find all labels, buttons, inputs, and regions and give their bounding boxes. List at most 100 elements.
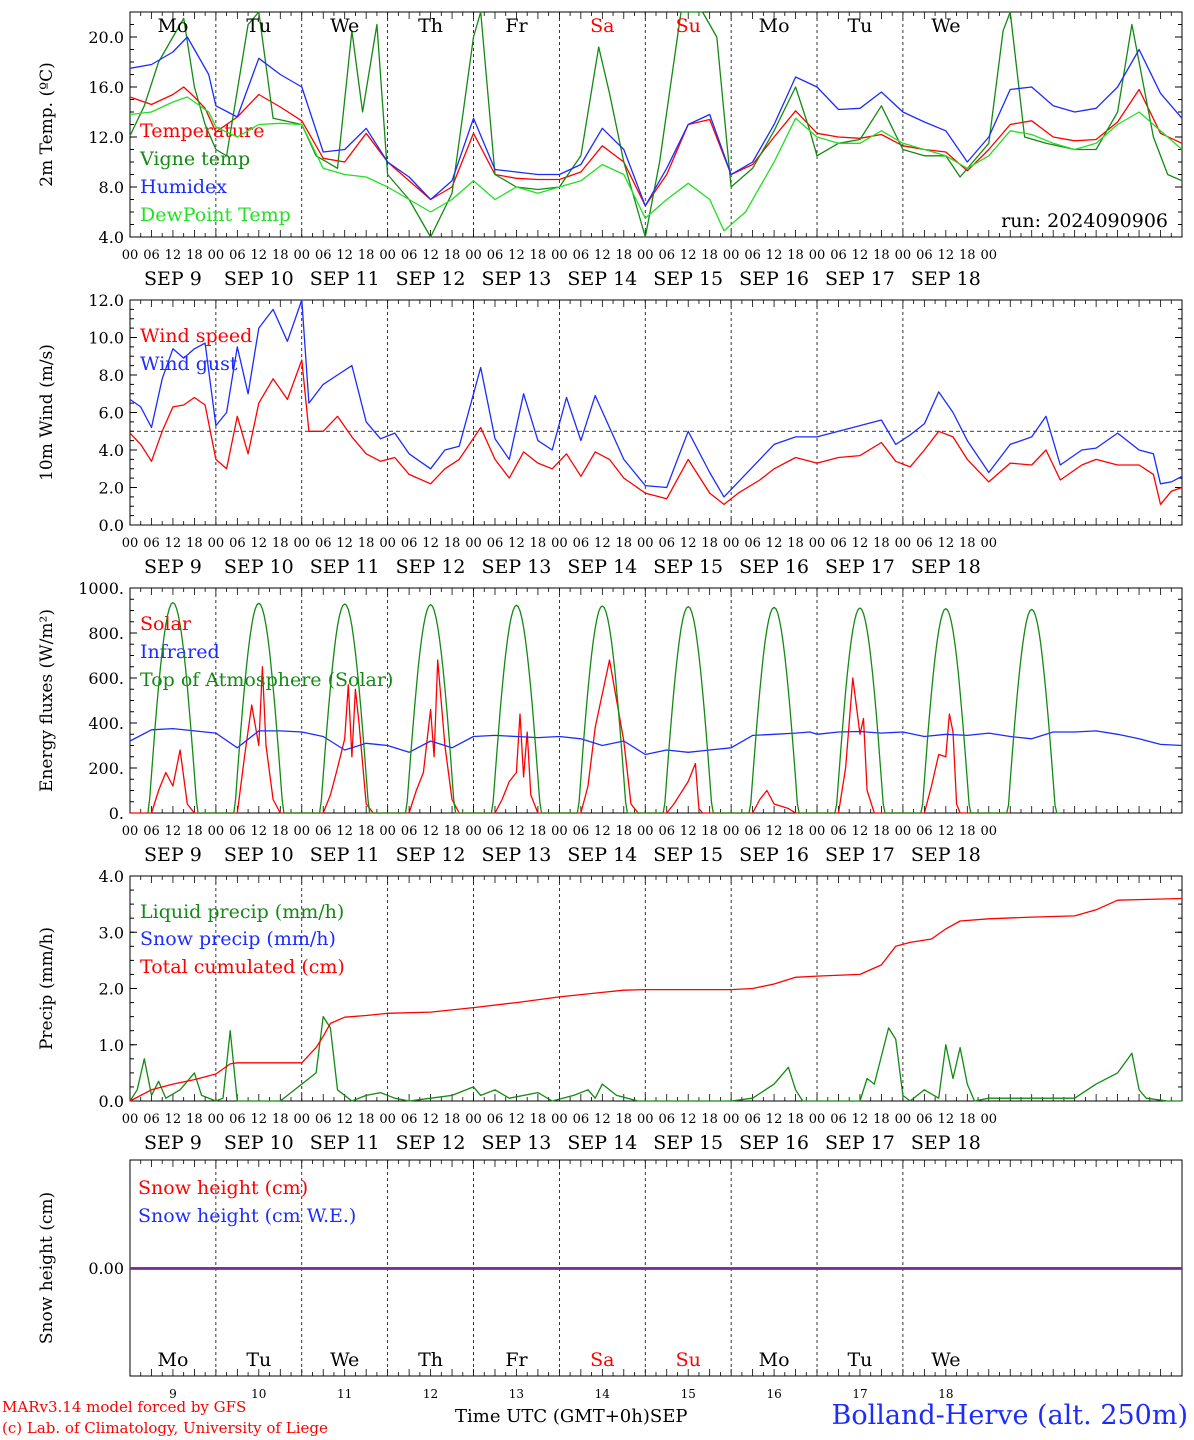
hour-tick-label: 00 [723,248,740,263]
hour-tick-label: 18 [701,1112,718,1127]
series-line-liquid-precip-mm-h- [129,1015,1182,1102]
hour-tick-label: 12 [938,536,955,551]
hour-tick-label: 18 [701,536,718,551]
date-label: SEP 12 [396,1132,466,1154]
hour-tick-label: 12 [422,824,439,839]
date-label: SEP 10 [224,268,294,290]
hour-tick-label: 00 [379,248,396,263]
date-label: SEP 15 [653,844,723,866]
hour-tick-label: 12 [852,248,869,263]
hour-tick-label: 06 [487,1112,504,1127]
hour-tick-label: 18 [959,536,976,551]
hour-tick-label: 00 [208,536,225,551]
y-tick-label: 3.0 [99,923,124,942]
date-label: SEP 15 [653,556,723,578]
y-tick-label: 16.0 [88,78,124,97]
hour-tick-label: 12 [422,248,439,263]
y-tick-label: 8.0 [99,366,124,385]
hour-tick-label: 00 [981,248,998,263]
legend-entry: Total cumulated (cm) [140,956,345,978]
day-number-label: 17 [852,1387,867,1401]
hour-tick-label: 06 [916,248,933,263]
hour-tick-label: 00 [551,536,568,551]
legend-entry: DewPoint Temp [140,204,291,226]
hour-tick-label: 06 [401,248,418,263]
hour-tick-label: 06 [658,536,675,551]
weekday-label: Mo [157,1349,188,1371]
y-tick-label: 2.0 [99,980,124,999]
y-tick-label: 1.0 [99,1036,124,1055]
run-label: run: 2024090906 [1001,210,1168,232]
hour-tick-label: 18 [959,1112,976,1127]
hour-tick-label: 12 [766,1112,783,1127]
weekday-label: Mo [759,15,790,37]
hour-tick-label: 12 [336,536,353,551]
hour-tick-label: 18 [873,536,890,551]
date-label: SEP 14 [567,844,637,866]
hour-tick-label: 06 [658,824,675,839]
weekday-label: We [330,1349,359,1371]
hour-tick-label: 06 [229,824,246,839]
series-line-wind-speed [129,359,1183,506]
hour-tick-label: 12 [508,248,525,263]
legend-entry: Top of Atmosphere (Solar) [140,669,393,691]
hour-tick-label: 12 [165,1112,182,1127]
day-number-label: 18 [938,1387,953,1401]
weekday-label: Su [676,15,701,37]
weekday-label: Mo [157,15,188,37]
y-tick-label: 4.0 [99,228,124,247]
date-label: SEP 13 [482,556,552,578]
y-tick-label: 0.0 [99,516,124,535]
hour-tick-label: 00 [895,1112,912,1127]
date-label: SEP 11 [310,844,380,866]
y-axis-label: Precip (mm/h) [37,927,57,1050]
hour-tick-label: 12 [508,824,525,839]
date-label: SEP 11 [310,1132,380,1154]
hour-tick-label: 00 [551,248,568,263]
date-label: SEP 17 [825,844,895,866]
hour-tick-label: 06 [143,536,160,551]
hour-tick-label: 18 [959,824,976,839]
date-label: SEP 9 [144,844,202,866]
date-label: SEP 10 [224,1132,294,1154]
hour-tick-label: 12 [336,248,353,263]
hour-tick-label: 12 [422,536,439,551]
weekday-label: Th [418,15,443,37]
hour-tick-label: 06 [315,824,332,839]
hour-tick-label: 06 [830,248,847,263]
weekday-label: Fr [505,1349,528,1371]
model-credit: MARv3.14 model forced by GFS [2,1398,247,1416]
hour-tick-label: 06 [830,824,847,839]
hour-tick-label: 06 [229,248,246,263]
hour-tick-label: 18 [358,824,375,839]
y-axis-label: 2m Temp. (ºC) [37,62,57,187]
y-axis-label: 10m Wind (m/s) [37,344,57,481]
y-tick-label: 6.0 [99,404,124,423]
weekday-label: Tu [246,1349,271,1371]
hour-tick-label: 06 [315,536,332,551]
hour-tick-label: 00 [895,248,912,263]
hour-tick-label: 06 [315,1112,332,1127]
y-tick-label: 4.0 [99,441,124,460]
date-label: SEP 12 [396,844,466,866]
y-axis-label: Snow height (cm) [37,1192,57,1344]
hour-tick-label: 12 [594,1112,611,1127]
hour-tick-label: 06 [229,1112,246,1127]
y-axis-label: Energy fluxes (W/m²) [37,609,57,792]
y-tick-label: 600. [88,669,124,688]
weekday-label: We [931,15,960,37]
series-line-dewpoint-temp [129,96,1183,232]
hour-tick-label: 00 [809,536,826,551]
date-label: SEP 13 [482,844,552,866]
hour-tick-label: 06 [487,536,504,551]
hour-tick-label: 00 [208,824,225,839]
hour-tick-label: 12 [938,824,955,839]
hour-tick-label: 00 [981,536,998,551]
legend-entry: Wind speed [140,325,252,347]
y-tick-label: 12.0 [88,291,124,310]
weekday-label: Tu [246,15,271,37]
day-number-label: 16 [766,1387,781,1401]
y-tick-label: 0. [109,804,124,823]
hour-tick-label: 06 [143,248,160,263]
hour-tick-label: 06 [315,248,332,263]
